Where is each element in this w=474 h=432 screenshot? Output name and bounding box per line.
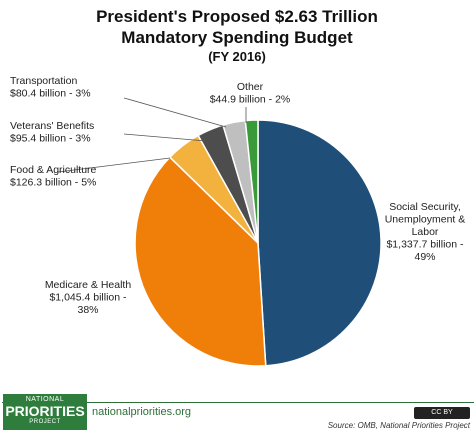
slice-label-4: Transportation $80.4 billion - 3% bbox=[10, 75, 91, 100]
slice-label-1: Medicare & Health $1,045.4 billion -38% bbox=[45, 279, 132, 316]
slice-label-3: Veterans' Benefits $95.4 billion - 3% bbox=[10, 120, 94, 145]
footer: NATIONAL PRIORITIES PROJECT nationalprio… bbox=[0, 392, 474, 432]
leader-line-3 bbox=[123, 133, 207, 142]
national-priorities-logo: NATIONAL PRIORITIES PROJECT bbox=[3, 394, 87, 430]
chart-title-block: President's Proposed $2.63 Trillion Mand… bbox=[0, 6, 474, 65]
source-note: Source: OMB, National Priorities Project bbox=[327, 421, 470, 430]
pie-slice-0 bbox=[257, 119, 382, 367]
website-link[interactable]: nationalpriorities.org bbox=[92, 406, 192, 418]
leader-line-2 bbox=[57, 157, 171, 173]
chart-subtitle: (FY 2016) bbox=[208, 49, 266, 64]
pie-slice-5 bbox=[244, 119, 259, 244]
slice-label-2: Food & Agriculture $126.3 billion - 5% bbox=[10, 164, 97, 189]
chart-title-line-1: President's Proposed $2.63 Trillion bbox=[96, 7, 378, 26]
creative-commons-badge: CC BY bbox=[414, 407, 470, 419]
slice-label-0: Social Security, Unemployment & Labor $1,33… bbox=[385, 201, 466, 263]
leader-line-4 bbox=[123, 97, 227, 128]
pie-chart: Social Security, Unemployment & Labor $1,33… bbox=[10, 75, 466, 367]
pie-slice-1 bbox=[134, 156, 267, 367]
footer-divider bbox=[2, 402, 474, 403]
chart-title-line-2: Mandatory Spending Budget bbox=[121, 28, 353, 47]
slice-label-5: Other $44.9 billion - 2% bbox=[210, 81, 291, 106]
